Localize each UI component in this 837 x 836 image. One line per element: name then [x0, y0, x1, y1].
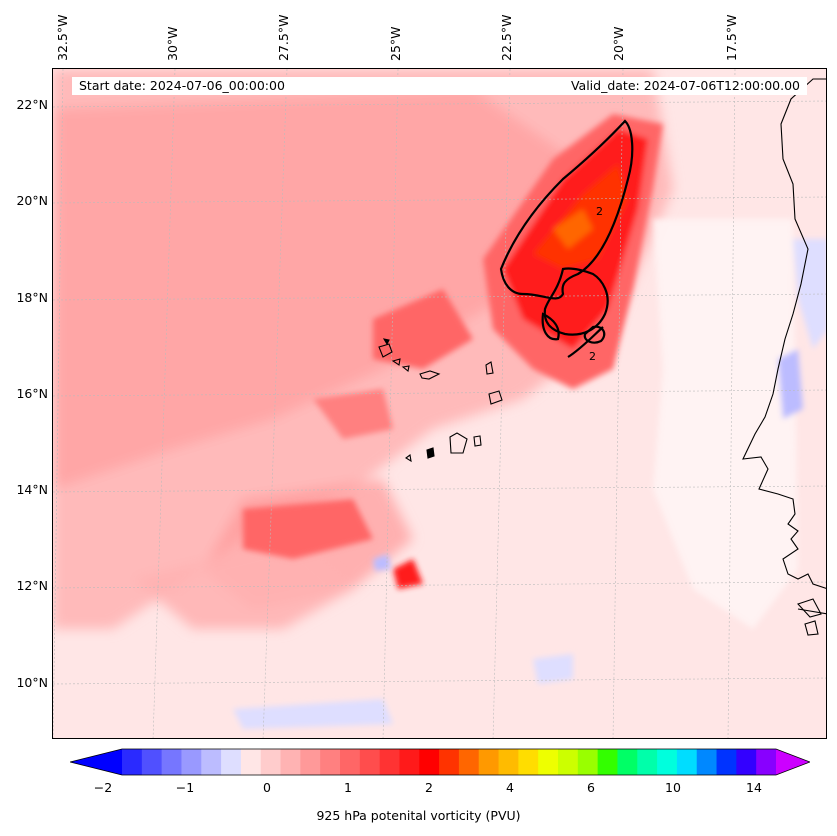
- map-panel: 2 2: [52, 68, 827, 739]
- lat-label-12n: 12°N: [16, 578, 48, 593]
- colorbar-swatch: [340, 749, 361, 775]
- colorbar-swatch: [716, 749, 737, 775]
- colorbar-tick-14: 14: [746, 780, 762, 795]
- colorbar-swatch: [181, 749, 202, 775]
- colorbar-tick-4: 4: [506, 780, 514, 795]
- colorbar-swatch: [736, 749, 757, 775]
- lat-label-22n: 22°N: [16, 97, 48, 112]
- colorbar-tick-0: 0: [263, 780, 271, 795]
- colorbar-swatch: [300, 749, 321, 775]
- contour-label-lower: 2: [589, 350, 596, 363]
- lon-label-32-5w: 32.5°W: [55, 14, 70, 61]
- colorbar: [70, 748, 810, 776]
- colorbar-swatch: [478, 749, 500, 775]
- colorbar-swatch: [558, 749, 579, 775]
- colorbar-swatch: [657, 749, 678, 775]
- lat-label-16n: 16°N: [16, 386, 48, 401]
- colorbar-label: 925 hPa potenital vorticity (PVU): [316, 808, 521, 823]
- graticule: [53, 69, 826, 738]
- colorbar-swatch: [221, 749, 242, 775]
- start-date-text: Start date: 2024-07-06_00:00:00: [79, 78, 285, 93]
- colorbar-swatch: [458, 749, 480, 775]
- colorbar-swatch: [498, 749, 519, 775]
- colorbar-swatch: [240, 749, 262, 775]
- contour-label-upper: 2: [596, 205, 603, 218]
- colorbar-tick-neg1: −1: [175, 780, 195, 795]
- lon-label-30w: 30°W: [165, 26, 180, 61]
- colorbar-swatch: [379, 749, 400, 775]
- colorbar-tick-2: 2: [425, 780, 433, 795]
- colorbar-swatch: [399, 749, 420, 775]
- lat-label-20n: 20°N: [16, 193, 48, 208]
- colorbar-swatch: [577, 749, 599, 775]
- colorbar-swatch: [637, 749, 658, 775]
- lat-label-14n: 14°N: [16, 482, 48, 497]
- colorbar-swatch: [756, 749, 777, 775]
- colorbar-swatch: [280, 749, 301, 775]
- african-coastline: [742, 78, 826, 636]
- colorbar-swatch: [617, 749, 638, 775]
- lon-label-22-5w: 22.5°W: [499, 14, 514, 61]
- colorbar-extend-min: [70, 749, 122, 775]
- colorbar-swatch: [260, 749, 282, 775]
- colorbar-swatch: [201, 749, 222, 775]
- colorbar-swatch: [676, 749, 698, 775]
- colorbar-tick-10: 10: [665, 780, 681, 795]
- colorbar-swatch: [518, 749, 539, 775]
- lat-label-10n: 10°N: [16, 675, 48, 690]
- colorbar-swatch: [696, 749, 718, 775]
- pv-2-contour: [499, 119, 634, 358]
- colorbar-swatch: [359, 749, 381, 775]
- colorbar-swatch: [597, 749, 618, 775]
- colorbar-swatch: [122, 749, 143, 775]
- colorbar-swatch: [439, 749, 460, 775]
- lon-label-25w: 25°W: [388, 26, 403, 61]
- lat-label-18n: 18°N: [16, 290, 48, 305]
- pv-field-map: 2 2: [53, 69, 826, 738]
- colorbar-tick-neg2: −2: [93, 780, 113, 795]
- colorbar-swatch: [538, 749, 559, 775]
- colorbar-tick-1: 1: [344, 780, 352, 795]
- lon-label-17-5w: 17.5°W: [724, 14, 739, 61]
- lon-label-20w: 20°W: [611, 26, 626, 61]
- colorbar-swatch: [320, 749, 341, 775]
- date-info-bar: Start date: 2024-07-06_00:00:00 Valid_da…: [72, 77, 807, 95]
- colorbar-swatch: [419, 749, 440, 775]
- valid-date-text: Valid_date: 2024-07-06T12:00:00.00: [570, 78, 800, 93]
- colorbar-tick-6: 6: [587, 780, 595, 795]
- colorbar-swatch: [141, 749, 163, 775]
- colorbar-outline: [70, 748, 810, 776]
- colorbar-extend-max: [776, 749, 810, 775]
- lon-label-27-5w: 27.5°W: [276, 14, 291, 61]
- cape-verde-islands: [378, 338, 503, 463]
- colorbar-swatch: [161, 749, 182, 775]
